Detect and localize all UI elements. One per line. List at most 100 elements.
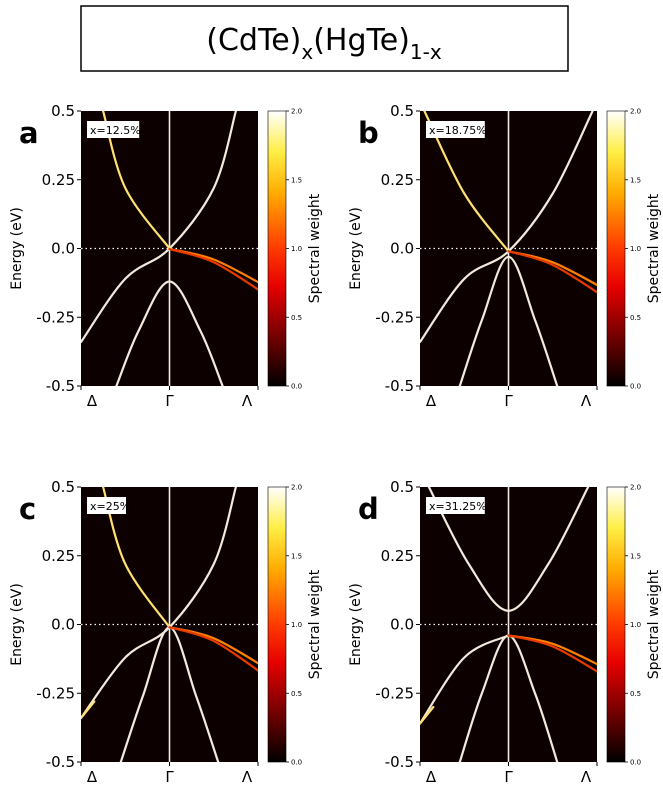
x-tick-label: Δ [426, 392, 437, 410]
y-tick-label: -0.5 [46, 753, 75, 771]
x-tick-label: Γ [504, 392, 513, 410]
colorbar-tick-label: 1.5 [630, 552, 641, 560]
colorbar-label: Spectral weight [646, 569, 662, 679]
colorbar: 0.0 0.5 1.0 1.5 2.0 Spectral weight [267, 484, 323, 767]
band-curve-5 [507, 634, 597, 673]
title-base-2: (HgTe) [313, 23, 410, 58]
colorbar-tick-label: 2.0 [291, 108, 302, 116]
colorbar-tick-label: 0.0 [291, 383, 302, 391]
figure-title: (CdTe)x(HgTe)1-x [80, 5, 569, 72]
colorbar-tick-label: 2.0 [630, 108, 641, 116]
panel-letter: d [358, 492, 379, 526]
panel-letter: a [19, 116, 39, 150]
y-tick-label: 0.5 [51, 478, 75, 496]
composition-label-box [426, 121, 485, 138]
composition-label: x=31.25% [429, 500, 487, 513]
y-tick-label: -0.25 [375, 684, 414, 702]
colorbar-tick-label: 1.5 [291, 176, 302, 184]
title-sub-1: x [301, 40, 313, 64]
x-tick-label: Γ [504, 768, 513, 786]
band-curves [420, 487, 597, 762]
y-tick-label: -0.5 [385, 753, 414, 771]
colorbar-gradient [606, 110, 626, 387]
panel-letter: c [19, 492, 36, 526]
colorbar-tick-label: 1.0 [291, 245, 302, 253]
colorbar-tick-label: 1.0 [630, 245, 641, 253]
band-curves [81, 487, 258, 762]
band-curve-1 [427, 487, 590, 612]
y-tick-label: 0.25 [42, 171, 75, 189]
colorbar-tick-label: 2.0 [630, 484, 641, 492]
band-curve-2 [81, 700, 96, 720]
colorbar-gradient [267, 486, 287, 763]
x-tick-label: Δ [426, 768, 437, 786]
y-tick-label: 0.25 [381, 547, 414, 565]
x-tick-label: Λ [581, 768, 592, 786]
x-tick-label: Γ [165, 768, 174, 786]
title-sub-2: 1-x [410, 40, 442, 64]
y-tick-label: -0.5 [385, 377, 414, 395]
band-curve-2 [115, 280, 224, 386]
title-box [80, 5, 569, 72]
y-axis-label: Energy (eV) [9, 207, 25, 290]
y-tick-label: 0.5 [51, 102, 75, 120]
band-curves [81, 111, 258, 386]
colorbar-label: Spectral weight [646, 193, 662, 303]
band-curve-0 [420, 634, 510, 725]
colorbar-tick-label: 0.0 [630, 759, 641, 767]
y-tick-label: -0.25 [36, 308, 75, 326]
y-tick-label: 0.5 [390, 478, 414, 496]
colorbar-tick-label: 1.5 [291, 552, 302, 560]
y-tick-label: -0.5 [46, 377, 75, 395]
x-tick-label: Λ [242, 392, 253, 410]
colorbar-label: Spectral weight [307, 193, 323, 303]
composition-label: x=18.75% [429, 124, 487, 137]
x-tick-label: Λ [581, 392, 592, 410]
panel-letter: b [358, 116, 379, 150]
y-tick-label: 0.0 [51, 616, 75, 634]
colorbar-tick-label: 0.0 [630, 383, 641, 391]
colorbar-gradient [267, 110, 287, 387]
y-tick-label: 0.25 [42, 547, 75, 565]
y-tick-label: 0.0 [390, 616, 414, 634]
colorbar-gradient [606, 486, 626, 763]
x-tick-label: Δ [87, 392, 98, 410]
band-curve-2 [458, 255, 559, 386]
colorbar-tick-label: 1.0 [630, 621, 641, 629]
x-tick-label: Γ [165, 392, 174, 410]
composition-label: x=25% [90, 500, 130, 513]
colorbar-tick-label: 0.5 [630, 314, 641, 322]
y-tick-label: -0.25 [375, 308, 414, 326]
colorbar: 0.0 0.5 1.0 1.5 2.0 Spectral weight [606, 108, 662, 391]
composition-label-box [87, 497, 126, 514]
composition-label-box [426, 497, 485, 514]
panel-c: -0.5 -0.25 0.0 0.25 0.5 Δ Γ Λ Energy (eV) c x=25% 0… [9, 478, 323, 786]
title-text: (CdTe)x(HgTe)1-x [206, 23, 442, 64]
band-curve-4 [507, 250, 597, 294]
y-tick-label: -0.25 [36, 684, 75, 702]
colorbar-tick-label: 0.5 [291, 314, 302, 322]
y-axis-label: Energy (eV) [9, 583, 25, 666]
x-tick-label: Λ [242, 768, 253, 786]
title-base-1: (CdTe) [206, 23, 301, 58]
colorbar-tick-label: 0.0 [291, 759, 302, 767]
colorbar-tick-label: 2.0 [291, 484, 302, 492]
band-curve-2 [420, 705, 435, 725]
colorbar: 0.0 0.5 1.0 1.5 2.0 Spectral weight [606, 484, 662, 767]
panels: -0.5 -0.25 0.0 0.25 0.5 Δ Γ Λ Energy (eV) a x=12.5… [9, 102, 662, 786]
colorbar: 0.0 0.5 1.0 1.5 2.0 Spectral weight [267, 108, 323, 391]
y-tick-label: 0.5 [390, 102, 414, 120]
panel-b: -0.5 -0.25 0.0 0.25 0.5 Δ Γ Λ Energy (eV) b x=18.7… [348, 102, 662, 410]
y-tick-label: 0.0 [390, 240, 414, 258]
composition-label-box [87, 121, 140, 138]
composition-label: x=12.5% [90, 124, 141, 137]
y-axis-label: Energy (eV) [348, 583, 364, 666]
colorbar-tick-label: 0.5 [630, 690, 641, 698]
band-curve-5 [168, 626, 258, 672]
panel-a: -0.5 -0.25 0.0 0.25 0.5 Δ Γ Λ Energy (eV) a x=12.5… [9, 102, 323, 410]
colorbar-tick-label: 1.5 [630, 176, 641, 184]
y-axis-label: Energy (eV) [348, 207, 364, 290]
panel-d: -0.5 -0.25 0.0 0.25 0.5 Δ Γ Λ Energy (eV) d x=31.2… [348, 478, 662, 786]
y-tick-label: 0.0 [51, 240, 75, 258]
